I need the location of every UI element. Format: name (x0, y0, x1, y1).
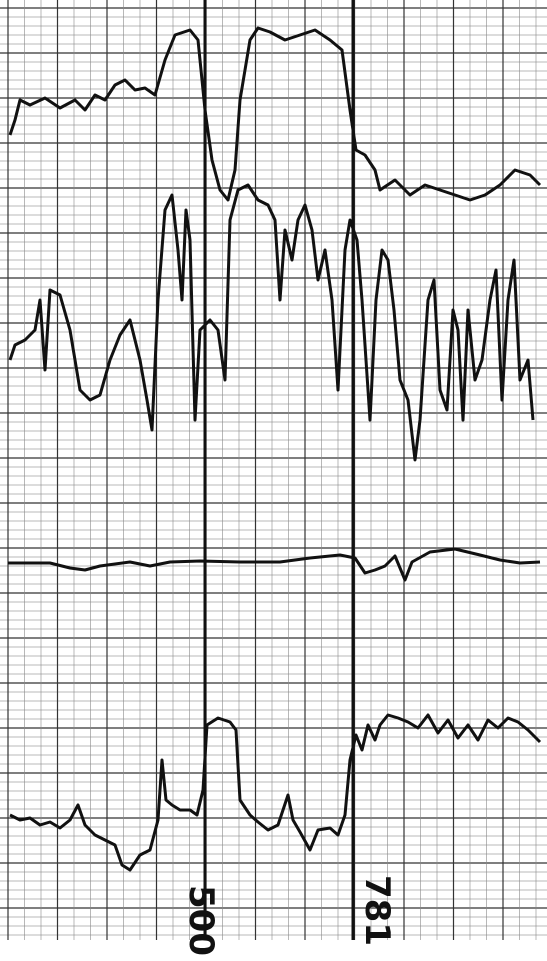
marker-label: 500 (181, 885, 221, 956)
marker-label: 781 (357, 875, 397, 946)
trace (8, 547, 541, 582)
trace (8, 26, 542, 202)
trace (9, 713, 542, 872)
trace (8, 183, 535, 462)
